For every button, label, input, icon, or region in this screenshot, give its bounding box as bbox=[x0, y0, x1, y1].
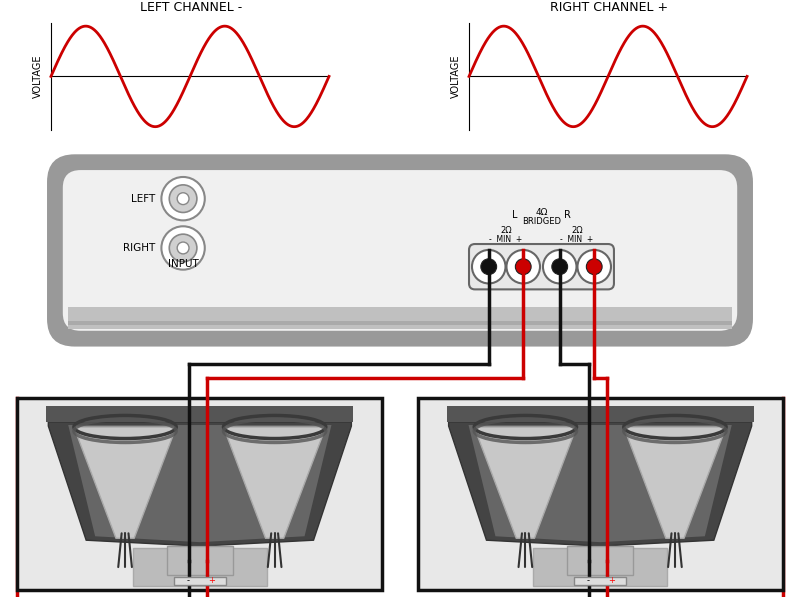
Text: VOLTAGE: VOLTAGE bbox=[451, 55, 461, 98]
Polygon shape bbox=[624, 427, 726, 538]
Bar bbox=[167, 546, 233, 575]
Polygon shape bbox=[474, 427, 577, 538]
Polygon shape bbox=[74, 427, 176, 538]
Text: +: + bbox=[608, 576, 615, 585]
Circle shape bbox=[472, 250, 506, 284]
Text: BRIDGED: BRIDGED bbox=[522, 217, 561, 226]
Bar bbox=[133, 548, 267, 586]
Text: -  MIN  +: - MIN + bbox=[490, 235, 522, 244]
Bar bbox=[533, 548, 667, 586]
Bar bbox=[574, 577, 626, 585]
Polygon shape bbox=[469, 425, 732, 542]
Bar bbox=[68, 321, 732, 325]
Text: +: + bbox=[208, 576, 215, 585]
Text: R: R bbox=[565, 210, 571, 220]
Bar bbox=[567, 546, 633, 575]
Circle shape bbox=[543, 250, 577, 284]
Bar bbox=[174, 577, 226, 585]
Text: -: - bbox=[587, 576, 590, 585]
Text: RIGHT: RIGHT bbox=[123, 243, 155, 253]
Circle shape bbox=[162, 226, 205, 270]
Circle shape bbox=[177, 242, 189, 254]
Text: -: - bbox=[186, 576, 190, 585]
Text: 4Ω: 4Ω bbox=[535, 208, 548, 217]
Bar bbox=[18, 398, 382, 590]
Polygon shape bbox=[449, 422, 752, 546]
Polygon shape bbox=[223, 427, 326, 538]
Text: L: L bbox=[512, 210, 518, 220]
Circle shape bbox=[170, 234, 197, 261]
Text: -  MIN  +: - MIN + bbox=[560, 235, 594, 244]
Bar bbox=[418, 398, 782, 590]
Bar bbox=[46, 406, 354, 422]
Text: 2Ω: 2Ω bbox=[500, 226, 512, 235]
Circle shape bbox=[552, 259, 568, 275]
Text: LEFT: LEFT bbox=[131, 193, 155, 204]
Text: LEFT CHANNEL -: LEFT CHANNEL - bbox=[140, 1, 242, 14]
Circle shape bbox=[162, 177, 205, 220]
Text: VOLTAGE: VOLTAGE bbox=[33, 55, 43, 98]
Text: INPUT: INPUT bbox=[168, 259, 198, 269]
Circle shape bbox=[515, 259, 531, 275]
FancyBboxPatch shape bbox=[63, 170, 737, 331]
Text: 2Ω: 2Ω bbox=[571, 226, 582, 235]
Bar bbox=[446, 406, 754, 422]
Circle shape bbox=[170, 185, 197, 213]
Circle shape bbox=[506, 250, 540, 284]
Circle shape bbox=[177, 193, 189, 205]
Polygon shape bbox=[68, 425, 331, 542]
Circle shape bbox=[578, 250, 611, 284]
Circle shape bbox=[481, 259, 497, 275]
Text: RIGHT CHANNEL +: RIGHT CHANNEL + bbox=[550, 1, 668, 14]
FancyBboxPatch shape bbox=[469, 244, 614, 290]
Polygon shape bbox=[48, 422, 351, 546]
FancyBboxPatch shape bbox=[47, 154, 753, 347]
Bar bbox=[68, 307, 732, 329]
Circle shape bbox=[586, 259, 602, 275]
